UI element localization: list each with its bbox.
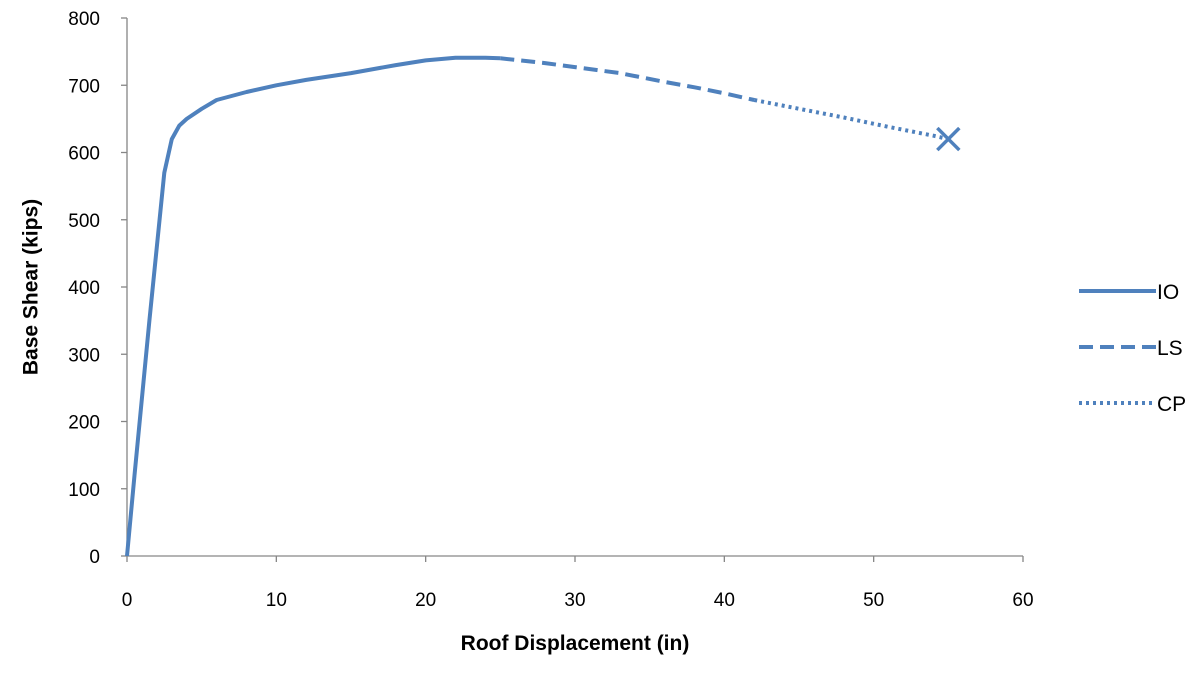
legend-label-ls: LS (1157, 337, 1183, 360)
legend-label-io: IO (1157, 281, 1179, 304)
x-tick-label: 10 (266, 590, 287, 611)
end-markers (936, 126, 961, 152)
legend-label-cp: CP (1157, 393, 1186, 416)
x-tick-label: 0 (122, 590, 133, 611)
series-line-ls (500, 56, 755, 102)
x-tick-label: 30 (564, 590, 585, 611)
y-tick-label: 400 (68, 278, 100, 299)
x-tick-label: 40 (714, 590, 735, 611)
y-tick-label: 800 (68, 9, 100, 30)
y-tick-label: 700 (68, 76, 100, 97)
x-tick-label: 60 (1012, 590, 1033, 611)
y-tick-labels: 0 100 200 300 400 500 600 700 800 (68, 9, 100, 568)
series-line-io (125, 55, 501, 557)
x-tick-label: 50 (863, 590, 884, 611)
y-tick-label: 600 (68, 144, 100, 165)
x-tick-label: 20 (415, 590, 436, 611)
y-tick-label: 100 (68, 480, 100, 501)
y-tick-label: 500 (68, 211, 100, 232)
x-tick-labels: 0 10 20 30 40 50 60 (122, 590, 1034, 611)
y-tick-label: 300 (68, 345, 100, 366)
y-tick-label: 200 (68, 413, 100, 434)
axes (121, 17, 1024, 562)
collapse-x-marker (936, 126, 961, 152)
x-axis-title: Roof Displacement (in) (461, 632, 690, 655)
series-lines (125, 55, 949, 557)
series-line-cp (753, 98, 949, 142)
y-tick-label: 0 (89, 547, 100, 568)
legend: IO LS CP (1079, 281, 1186, 416)
y-axis-title: Base Shear (kips) (19, 199, 42, 375)
